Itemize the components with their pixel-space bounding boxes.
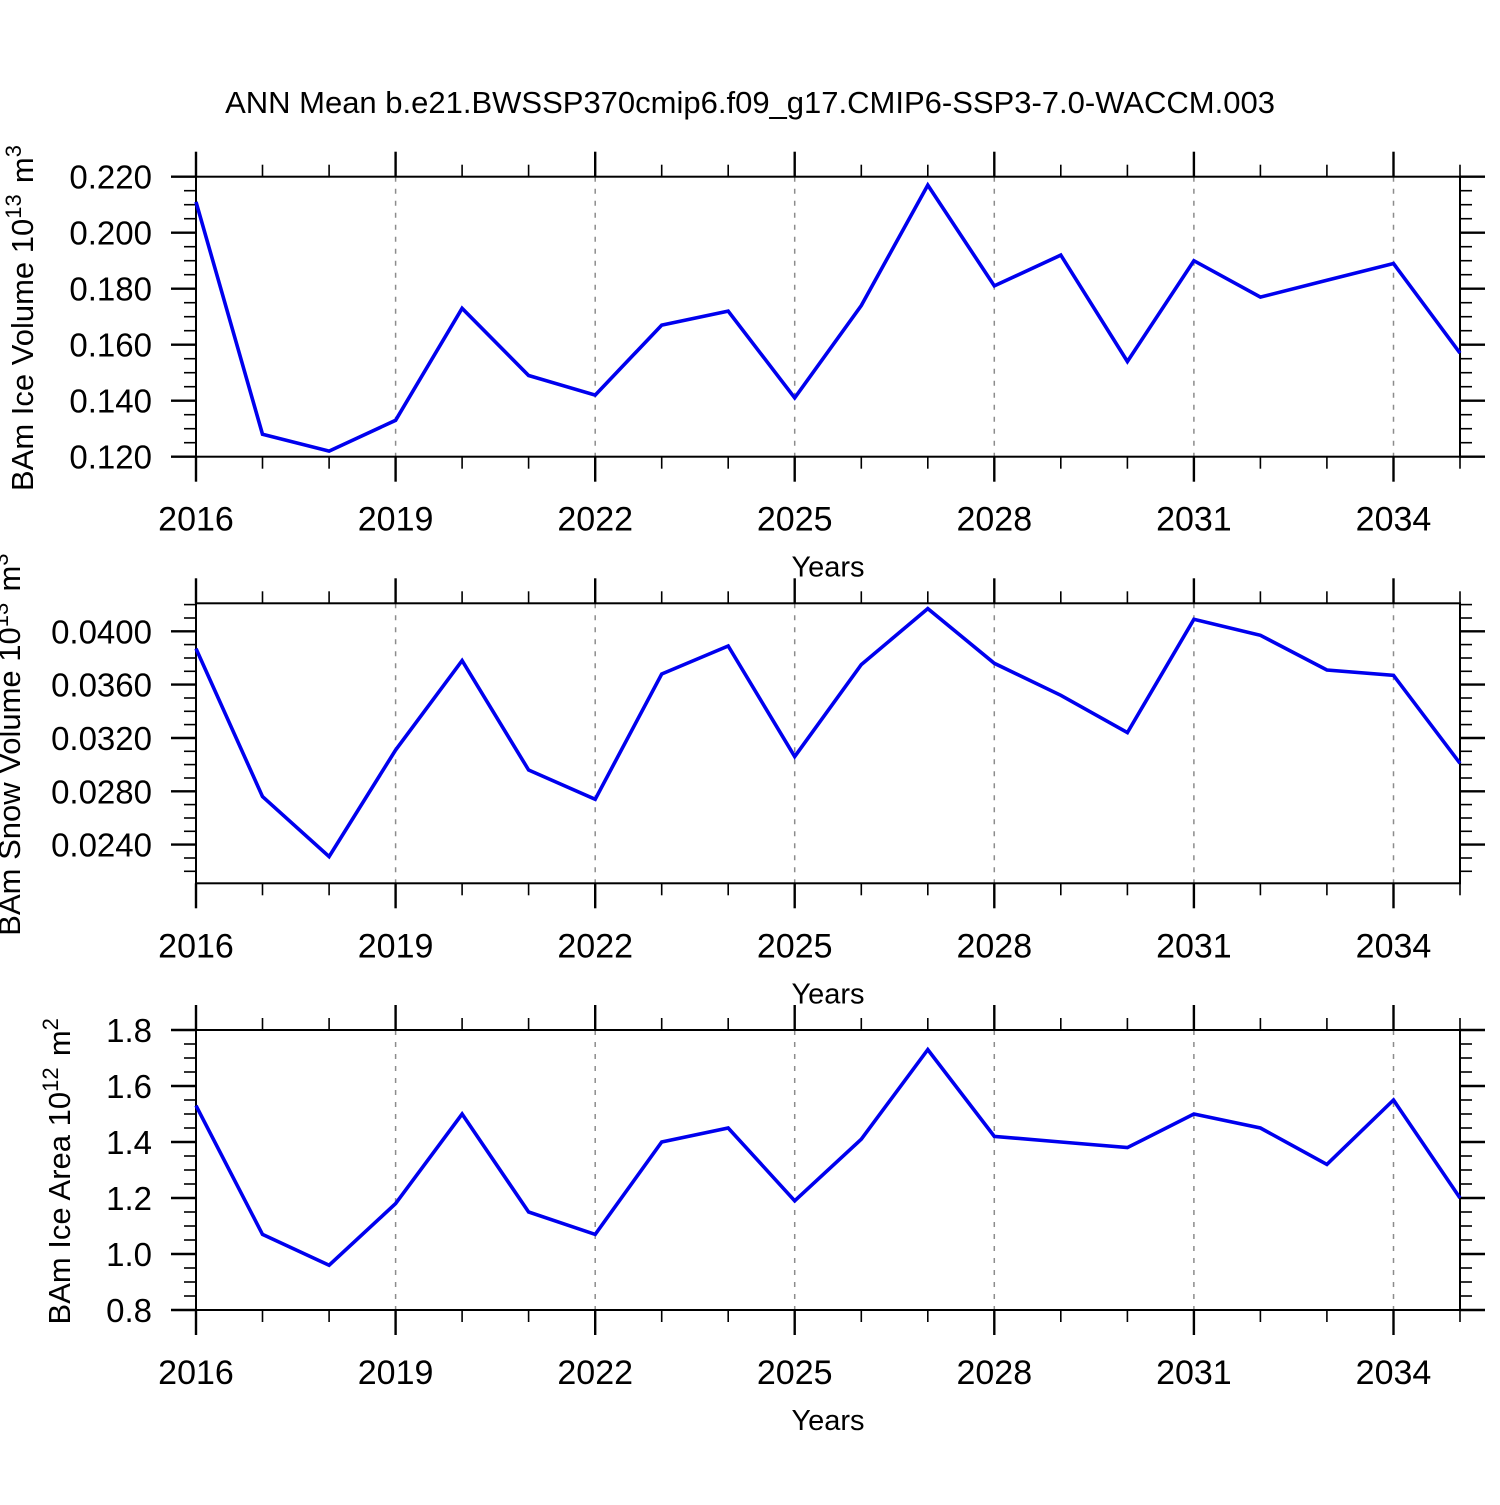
x-tick-label: 2031 bbox=[1156, 927, 1232, 965]
y-tick-label: 1.8 bbox=[106, 1012, 152, 1049]
y-tick-label: 0.0360 bbox=[51, 667, 152, 704]
plot-frame bbox=[195, 175, 1461, 458]
y-tick-label: 0.0240 bbox=[51, 827, 152, 864]
x-tick-label: 2028 bbox=[956, 501, 1032, 539]
x-tick-label: 2019 bbox=[358, 927, 434, 965]
x-tick-label: 2034 bbox=[1356, 501, 1432, 539]
x-tick-label: 2022 bbox=[557, 501, 633, 539]
y-tick-label: 0.200 bbox=[69, 215, 152, 252]
y-axis-label: BAm Snow Volume 1013 m3 bbox=[0, 551, 27, 936]
series-line bbox=[194, 181, 1462, 454]
y-tick-label: 0.120 bbox=[69, 439, 152, 476]
x-tick-label: 2028 bbox=[956, 927, 1032, 965]
y-tick-label: 1.2 bbox=[106, 1180, 152, 1217]
y-tick-label: 1.0 bbox=[106, 1236, 152, 1273]
x-tick-label: 2022 bbox=[557, 927, 633, 965]
x-tick-label: 2016 bbox=[158, 501, 234, 539]
y-tick-label: 0.0400 bbox=[51, 613, 152, 650]
y-tick-label: 0.160 bbox=[69, 327, 152, 364]
y-tick-label: 0.180 bbox=[69, 271, 152, 308]
x-tick-label: 2034 bbox=[1356, 927, 1432, 965]
x-tick-label: 2025 bbox=[757, 927, 833, 965]
x-axis-label: Years bbox=[791, 978, 864, 1010]
plot-frame bbox=[195, 602, 1461, 885]
x-tick-label: 2031 bbox=[1156, 501, 1232, 539]
x-tick-label: 2019 bbox=[358, 1354, 434, 1392]
figure-title: ANN Mean b.e21.BWSSP370cmip6.f09_g17.CMI… bbox=[225, 85, 1275, 120]
y-axis-label: BAm Ice Area 1012 m2 bbox=[38, 1016, 77, 1325]
x-tick-label: 2031 bbox=[1156, 1354, 1232, 1392]
x-tick-label: 2028 bbox=[956, 1354, 1032, 1392]
y-tick-label: 0.220 bbox=[69, 159, 152, 196]
y-tick-label: 0.140 bbox=[69, 383, 152, 420]
x-tick-label: 2022 bbox=[557, 1354, 633, 1392]
x-tick-label: 2034 bbox=[1356, 1354, 1432, 1392]
x-tick-label: 2025 bbox=[757, 501, 833, 539]
chart-bam-snow-volume: 0.0240 0.0280 0.0320 0.0360 0.0400 2016 2019 20… bbox=[0, 551, 1485, 1010]
x-tick-label: 2016 bbox=[158, 1354, 234, 1392]
series-line bbox=[194, 606, 1462, 860]
chart-bam-ice-volume: 0.120 0.140 0.160 0.180 0.200 0.220 2016 2019 20… bbox=[1, 142, 1485, 584]
x-tick-label: 2025 bbox=[757, 1354, 833, 1392]
x-axis-label: Years bbox=[791, 1405, 864, 1437]
y-tick-label: 0.0320 bbox=[51, 720, 152, 757]
y-tick-label: 0.0280 bbox=[51, 773, 152, 810]
y-tick-label: 1.6 bbox=[106, 1068, 152, 1105]
plot-frame bbox=[195, 1029, 1461, 1311]
x-tick-label: 2019 bbox=[358, 501, 434, 539]
y-axis-label: BAm Ice Volume 1013 m3 bbox=[1, 142, 40, 491]
x-tick-label: 2016 bbox=[158, 927, 234, 965]
y-tick-label: 0.8 bbox=[106, 1292, 152, 1329]
y-tick-label: 1.4 bbox=[106, 1124, 152, 1161]
x-axis-label: Years bbox=[791, 552, 864, 584]
chart-bam-ice-area: 0.8 1.0 1.2 1.4 1.6 1.8 2016 2019 2022 2025 2028 20… bbox=[38, 1005, 1485, 1437]
series-line bbox=[194, 1046, 1462, 1268]
